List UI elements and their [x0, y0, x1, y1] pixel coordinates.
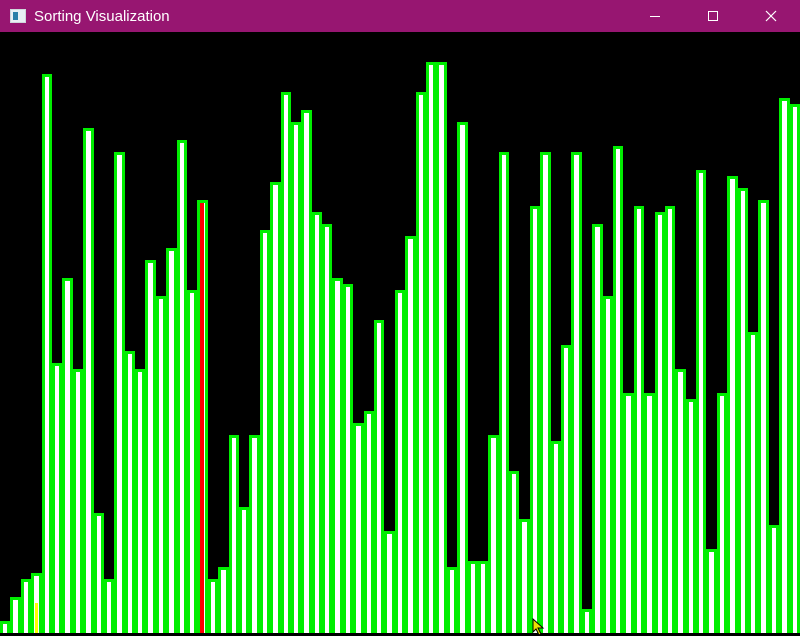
sort-bar — [603, 296, 613, 633]
window-controls — [626, 0, 800, 32]
sort-bar — [582, 609, 592, 633]
sort-bar — [270, 182, 281, 633]
sort-bar — [291, 122, 301, 633]
sort-bar — [509, 471, 519, 633]
sort-bar — [208, 579, 218, 633]
sort-bar — [655, 212, 665, 633]
sort-bar — [332, 278, 343, 633]
sort-bar — [125, 351, 135, 633]
sort-bar — [135, 369, 145, 633]
app-icon — [10, 9, 26, 23]
sort-bar — [21, 579, 31, 633]
sort-bar — [540, 152, 551, 633]
sort-bar — [696, 170, 706, 633]
mouse-cursor-icon — [532, 618, 545, 636]
sort-bar — [779, 98, 790, 633]
sort-bar — [343, 284, 353, 633]
sort-bar — [384, 531, 395, 633]
compare-marker — [200, 203, 204, 633]
sort-bar — [790, 104, 800, 633]
window-title: Sorting Visualization — [34, 7, 170, 25]
sort-bar — [488, 435, 499, 633]
sort-bar — [229, 435, 239, 633]
maximize-button[interactable] — [684, 0, 742, 32]
sort-bar — [239, 507, 249, 633]
sort-bar — [145, 260, 156, 633]
close-icon — [765, 10, 777, 22]
visualization-canvas — [0, 32, 800, 633]
close-button[interactable] — [742, 0, 800, 32]
swap-marker — [35, 603, 38, 633]
sort-bar — [42, 74, 52, 633]
sort-bar — [706, 549, 717, 633]
sort-bar — [499, 152, 509, 633]
sort-bar — [530, 206, 540, 633]
sort-bar — [644, 393, 655, 633]
sort-bar — [187, 290, 197, 633]
minimize-button[interactable] — [626, 0, 684, 32]
sort-bar — [114, 152, 125, 633]
sort-bar — [457, 122, 468, 633]
sort-bar — [561, 345, 571, 633]
sort-bar — [0, 621, 10, 633]
sort-bar — [748, 332, 758, 633]
sort-bar — [322, 224, 332, 633]
sort-bar — [52, 363, 62, 633]
sort-bar — [312, 212, 322, 633]
sort-bar — [738, 188, 748, 633]
sort-bar — [436, 62, 447, 633]
maximize-icon — [708, 11, 718, 21]
sort-bar — [94, 513, 104, 633]
sort-bar — [177, 140, 187, 633]
sort-bar — [374, 320, 384, 633]
sort-bar — [665, 206, 675, 633]
sort-bar — [281, 92, 291, 633]
sort-bar — [717, 393, 727, 633]
sort-bar — [727, 176, 738, 633]
sort-bar — [426, 62, 436, 633]
sort-bar — [675, 369, 686, 633]
sort-bar — [156, 296, 166, 633]
sort-bar — [478, 561, 488, 633]
sort-bar — [447, 567, 457, 633]
sort-bar — [353, 423, 364, 633]
sort-bar — [613, 146, 623, 633]
sort-bar — [468, 561, 478, 633]
sort-bar — [592, 224, 603, 633]
sort-bar — [301, 110, 312, 633]
sort-bar — [104, 579, 114, 633]
sort-bar — [218, 567, 229, 633]
sort-bar — [83, 128, 94, 633]
sort-bar — [405, 236, 416, 633]
sort-bar — [260, 230, 270, 633]
sort-bar — [73, 369, 83, 633]
sort-bar — [364, 411, 374, 633]
sort-bar — [758, 200, 769, 633]
sort-bar — [166, 248, 177, 633]
sort-bar — [10, 597, 21, 633]
title-bar: Sorting Visualization — [0, 0, 800, 32]
sort-bar — [769, 525, 779, 633]
minimize-icon — [650, 16, 660, 17]
sort-bar — [686, 399, 696, 633]
sort-bar — [249, 435, 260, 633]
sort-bar — [634, 206, 644, 633]
sort-bar — [571, 152, 582, 633]
sort-bar — [623, 393, 634, 633]
sort-bar — [62, 278, 73, 633]
sort-bar — [416, 92, 426, 633]
sort-bar — [395, 290, 405, 633]
sort-bar — [519, 519, 530, 633]
sort-bar — [551, 441, 561, 633]
